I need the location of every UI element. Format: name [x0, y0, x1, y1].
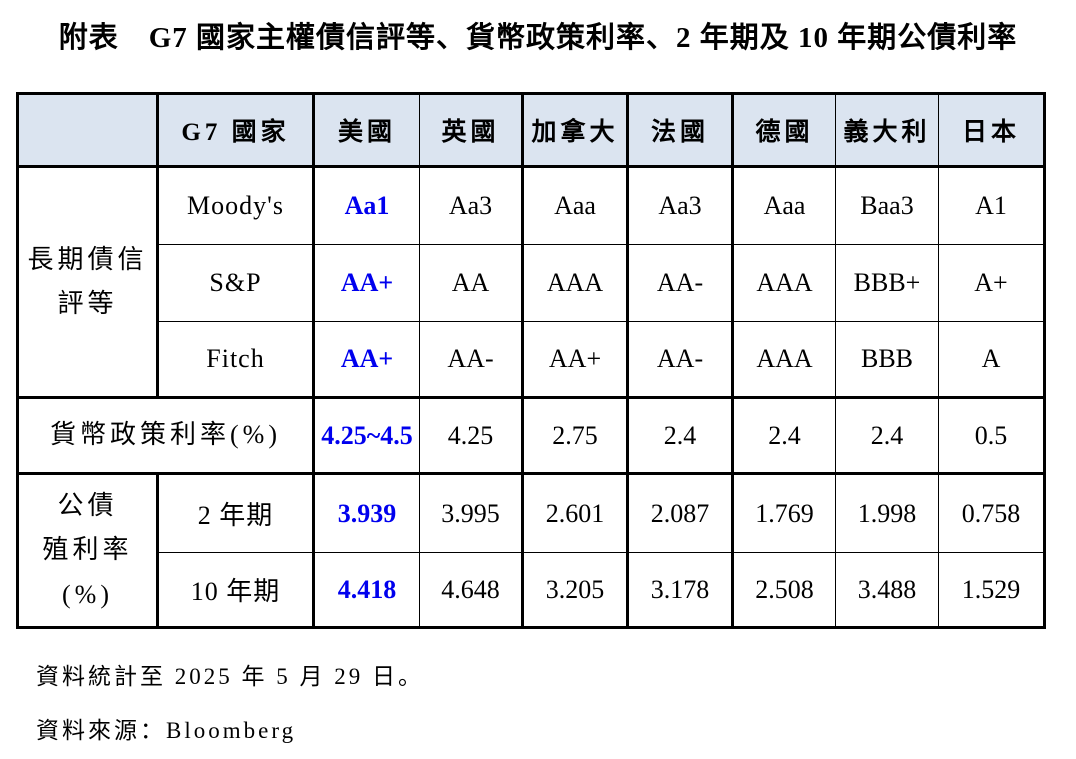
footnote-source: 資料來源：Bloomberg: [36, 718, 297, 743]
rating-cell: BBB: [835, 321, 939, 399]
g7-table: G7 國家 美國 英國 加拿大 法國 德國 義大利 日本 長期債信 評等 Moo…: [16, 92, 1046, 629]
row-label-moodys: Moody's: [157, 166, 315, 245]
rating-cell: AA-: [627, 321, 734, 399]
rating-cell: AA: [419, 244, 524, 322]
yield-cell: 2.601: [522, 473, 629, 553]
row-label-2y: 2 年期: [157, 473, 315, 553]
yield-cell: 0.758: [938, 473, 1045, 553]
rating-cell: AAA: [522, 244, 629, 322]
header-france: 法國: [627, 93, 734, 168]
header-uk: 英國: [419, 93, 524, 168]
rating-cell: AA+: [313, 244, 420, 322]
rating-cell: A: [938, 321, 1045, 399]
header-japan: 日本: [938, 93, 1045, 168]
rating-cell: AA-: [419, 321, 524, 399]
yield-cell: 3.939: [313, 473, 420, 553]
rate-cell: 2.4: [627, 397, 734, 475]
header-us: 美國: [313, 93, 420, 168]
yield-cell: 4.648: [419, 552, 524, 628]
section-label-bond-yield: 公債 殖利率(%): [17, 473, 159, 628]
rate-cell: 0.5: [938, 397, 1045, 475]
header-italy: 義大利: [835, 93, 939, 168]
footnote-data-date: 資料統計至 2025 年 5 月 29 日。: [36, 664, 424, 689]
row-label-sp: S&P: [157, 244, 315, 322]
rating-cell: Aaa: [522, 166, 629, 245]
rating-cell: AAA: [732, 244, 836, 322]
yield-cell: 3.488: [835, 552, 939, 628]
row-label-fitch: Fitch: [157, 321, 315, 399]
yield-cell: 3.995: [419, 473, 524, 553]
section-label-ratings: 長期債信 評等: [17, 166, 159, 399]
yield-cell: 2.508: [732, 552, 836, 628]
rate-cell: 4.25: [419, 397, 524, 475]
yield-cell: 1.769: [732, 473, 836, 553]
rating-cell: AA-: [627, 244, 734, 322]
yield-cell: 2.087: [627, 473, 734, 553]
yield-cell: 4.418: [313, 552, 420, 628]
rate-cell: 2.4: [835, 397, 939, 475]
corner-cell: [17, 93, 159, 168]
rate-cell: 2.4: [732, 397, 836, 475]
section-label-policy-rate: 貨幣政策利率(%): [17, 397, 315, 475]
rating-cell: Aa3: [627, 166, 734, 245]
rating-cell: A1: [938, 166, 1045, 245]
rating-cell: Aa3: [419, 166, 524, 245]
rating-cell: A+: [938, 244, 1045, 322]
rating-cell: BBB+: [835, 244, 939, 322]
yield-cell: 1.998: [835, 473, 939, 553]
rating-cell: Aaa: [732, 166, 836, 245]
header-canada: 加拿大: [522, 93, 629, 168]
rate-cell: 2.75: [522, 397, 629, 475]
header-germany: 德國: [732, 93, 836, 168]
rating-cell: AA+: [313, 321, 420, 399]
rating-cell: Aa1: [313, 166, 420, 245]
header-g7-group: G7 國家: [157, 93, 315, 168]
rating-cell: Baa3: [835, 166, 939, 245]
page-title: 附表 G7 國家主權債信評等、貨幣政策利率、2 年期及 10 年期公債利率: [58, 22, 1018, 54]
rating-cell: AA+: [522, 321, 629, 399]
yield-cell: 3.205: [522, 552, 629, 628]
footnotes: 資料統計至 2025 年 5 月 29 日。 資料來源：Bloomberg: [36, 657, 1076, 745]
rate-cell: 4.25~4.5: [313, 397, 420, 475]
yield-cell: 3.178: [627, 552, 734, 628]
yield-cell: 1.529: [938, 552, 1045, 628]
rating-cell: AAA: [732, 321, 836, 399]
row-label-10y: 10 年期: [157, 552, 315, 628]
